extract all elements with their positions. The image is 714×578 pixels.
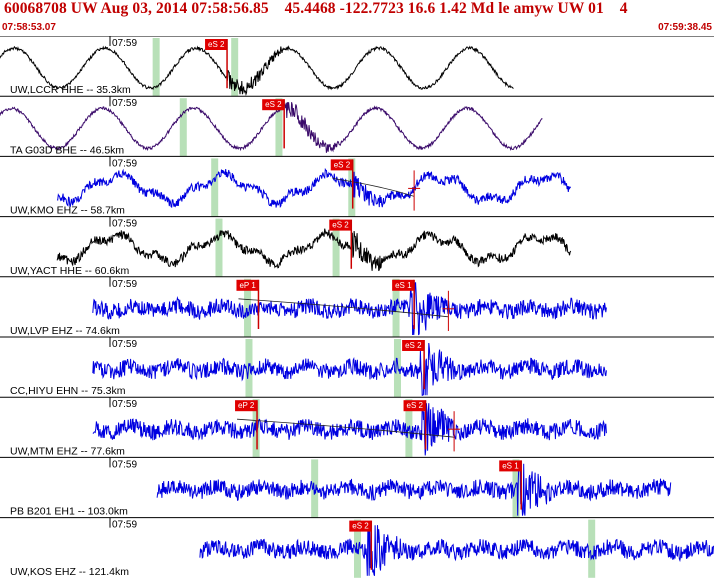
waveform-trace xyxy=(199,522,714,576)
station-label: CC,HIYU EHN -- 75.3km xyxy=(10,385,126,397)
phase-pick-flag[interactable] xyxy=(330,159,353,171)
waveform-trace xyxy=(56,167,572,208)
phase-pick-label: eS 2 xyxy=(208,40,225,49)
phase-pick-flag[interactable] xyxy=(349,520,372,532)
station-label: PB B201 EH1 -- 103.0km xyxy=(10,506,128,518)
time-window-marker xyxy=(588,519,596,578)
time-window-marker xyxy=(393,339,401,398)
phase-pick-label: eP 1 xyxy=(239,281,256,290)
phase-pick-flag[interactable] xyxy=(235,400,258,412)
minute-tick-label: 07:59 xyxy=(112,279,137,290)
trace-panel[interactable]: 07:59 eS 2 UW,LCCR HHE -- 35.3km xyxy=(0,36,714,97)
phase-pick-label: eS 1 xyxy=(395,281,412,290)
phase-pick-label: eS 2 xyxy=(405,341,422,350)
time-window-marker xyxy=(244,278,252,337)
waveform-trace xyxy=(0,45,514,97)
trace-panel[interactable]: 07:59 eS 2 UW,KOS EHZ -- 121.4km xyxy=(0,517,714,578)
phase-pick-flag[interactable] xyxy=(402,340,425,351)
time-window-marker xyxy=(215,218,223,277)
station-label: UW,MTM EHZ -- 77.6km xyxy=(10,445,125,457)
phase-pick-flag[interactable] xyxy=(262,99,285,111)
trace-panel[interactable]: 07:59 eS 2 CC,HIYU EHN -- 75.3km xyxy=(0,336,714,398)
event-header: 60068708 UW Aug 03, 2014 07:58:56.85 45.… xyxy=(0,0,714,36)
minute-tick-label: 07:59 xyxy=(112,339,137,350)
end-time-label: 07:59:38.45 xyxy=(658,22,712,33)
waveform-trace xyxy=(92,282,607,336)
start-time-label: 07:58:53.07 xyxy=(2,22,56,33)
station-label: UW,LVP EHZ -- 74.6km xyxy=(10,325,120,337)
arrival-curve xyxy=(238,298,449,318)
trace-panel[interactable]: 07:59 eS 2 UW,YACT HHE -- 60.6km xyxy=(0,216,714,277)
station-label: TA G03D BHE -- 46.5km xyxy=(10,144,124,156)
phase-pick-label: eS 2 xyxy=(334,160,351,169)
waveform-trace xyxy=(92,342,607,396)
phase-pick-label: eS 1 xyxy=(502,461,519,470)
time-window-marker xyxy=(152,38,160,97)
minute-tick-label: 07:59 xyxy=(112,158,137,169)
arrival-curve xyxy=(237,418,455,438)
minute-tick-label: 07:59 xyxy=(112,520,137,531)
time-window-marker xyxy=(512,459,520,518)
trace-panel[interactable]: 07:59 eS 2 UW,KMO EHZ -- 58.7km xyxy=(0,155,714,217)
trace-panel[interactable]: 07:59 eS 1 PB B201 EH1 -- 103.0km xyxy=(0,456,714,518)
trace-panel[interactable]: 07:59 eP 2 eS 2 UW,MTM EHZ -- 77.6km xyxy=(0,396,714,458)
minute-tick-label: 07:59 xyxy=(112,459,137,470)
waveform-trace xyxy=(56,228,572,272)
station-label: UW,LCCR HHE -- 35.3km xyxy=(10,84,131,96)
phase-pick-label: eS 2 xyxy=(352,522,369,531)
time-window-marker xyxy=(311,459,319,518)
phase-pick-flag[interactable] xyxy=(392,279,415,291)
station-label: UW,KOS EHZ -- 121.4km xyxy=(10,566,129,578)
trace-panel[interactable]: 07:59 eS 2 TA G03D BHE -- 46.5km xyxy=(0,95,714,157)
waveform-trace xyxy=(0,102,543,153)
seismogram-traces: 07:59 eS 2 UW,LCCR HHE -- 35.3km 07:59 eS 2 T… xyxy=(0,36,714,578)
minute-tick-label: 07:59 xyxy=(112,98,137,109)
phase-pick-flag[interactable] xyxy=(236,279,259,291)
station-label: UW,YACT HHE -- 60.6km xyxy=(10,265,129,277)
time-window-marker xyxy=(211,158,219,217)
time-window-marker xyxy=(354,519,361,578)
time-window-marker xyxy=(275,98,283,157)
phase-pick-label: eS 2 xyxy=(407,401,424,410)
phase-pick-label: eS 2 xyxy=(332,221,349,230)
minute-tick-label: 07:59 xyxy=(112,219,137,230)
trace-panel[interactable]: 07:59 eP 1 eS 1 UW,LVP EHZ -- 74.6km xyxy=(0,276,714,337)
time-window-marker xyxy=(348,158,356,217)
time-window-marker xyxy=(332,218,340,277)
phase-pick-flag[interactable] xyxy=(205,39,228,50)
waveform-trace xyxy=(92,402,607,456)
time-window-marker xyxy=(245,339,253,398)
minute-tick-label: 07:59 xyxy=(112,399,137,410)
phase-pick-label: eS 2 xyxy=(265,100,282,109)
time-window-marker xyxy=(231,38,239,97)
phase-pick-flag[interactable] xyxy=(403,400,426,412)
phase-pick-label: eP 2 xyxy=(238,401,255,410)
minute-tick-label: 07:59 xyxy=(112,38,137,49)
event-title: 60068708 UW Aug 03, 2014 07:58:56.85 45.… xyxy=(4,0,628,17)
time-window-marker xyxy=(179,98,187,157)
arrival-curve xyxy=(332,178,415,197)
station-label: UW,KMO EHZ -- 58.7km xyxy=(10,205,125,217)
phase-pick-flag[interactable] xyxy=(499,460,522,472)
waveform-trace xyxy=(156,462,672,516)
phase-pick-flag[interactable] xyxy=(329,219,352,231)
